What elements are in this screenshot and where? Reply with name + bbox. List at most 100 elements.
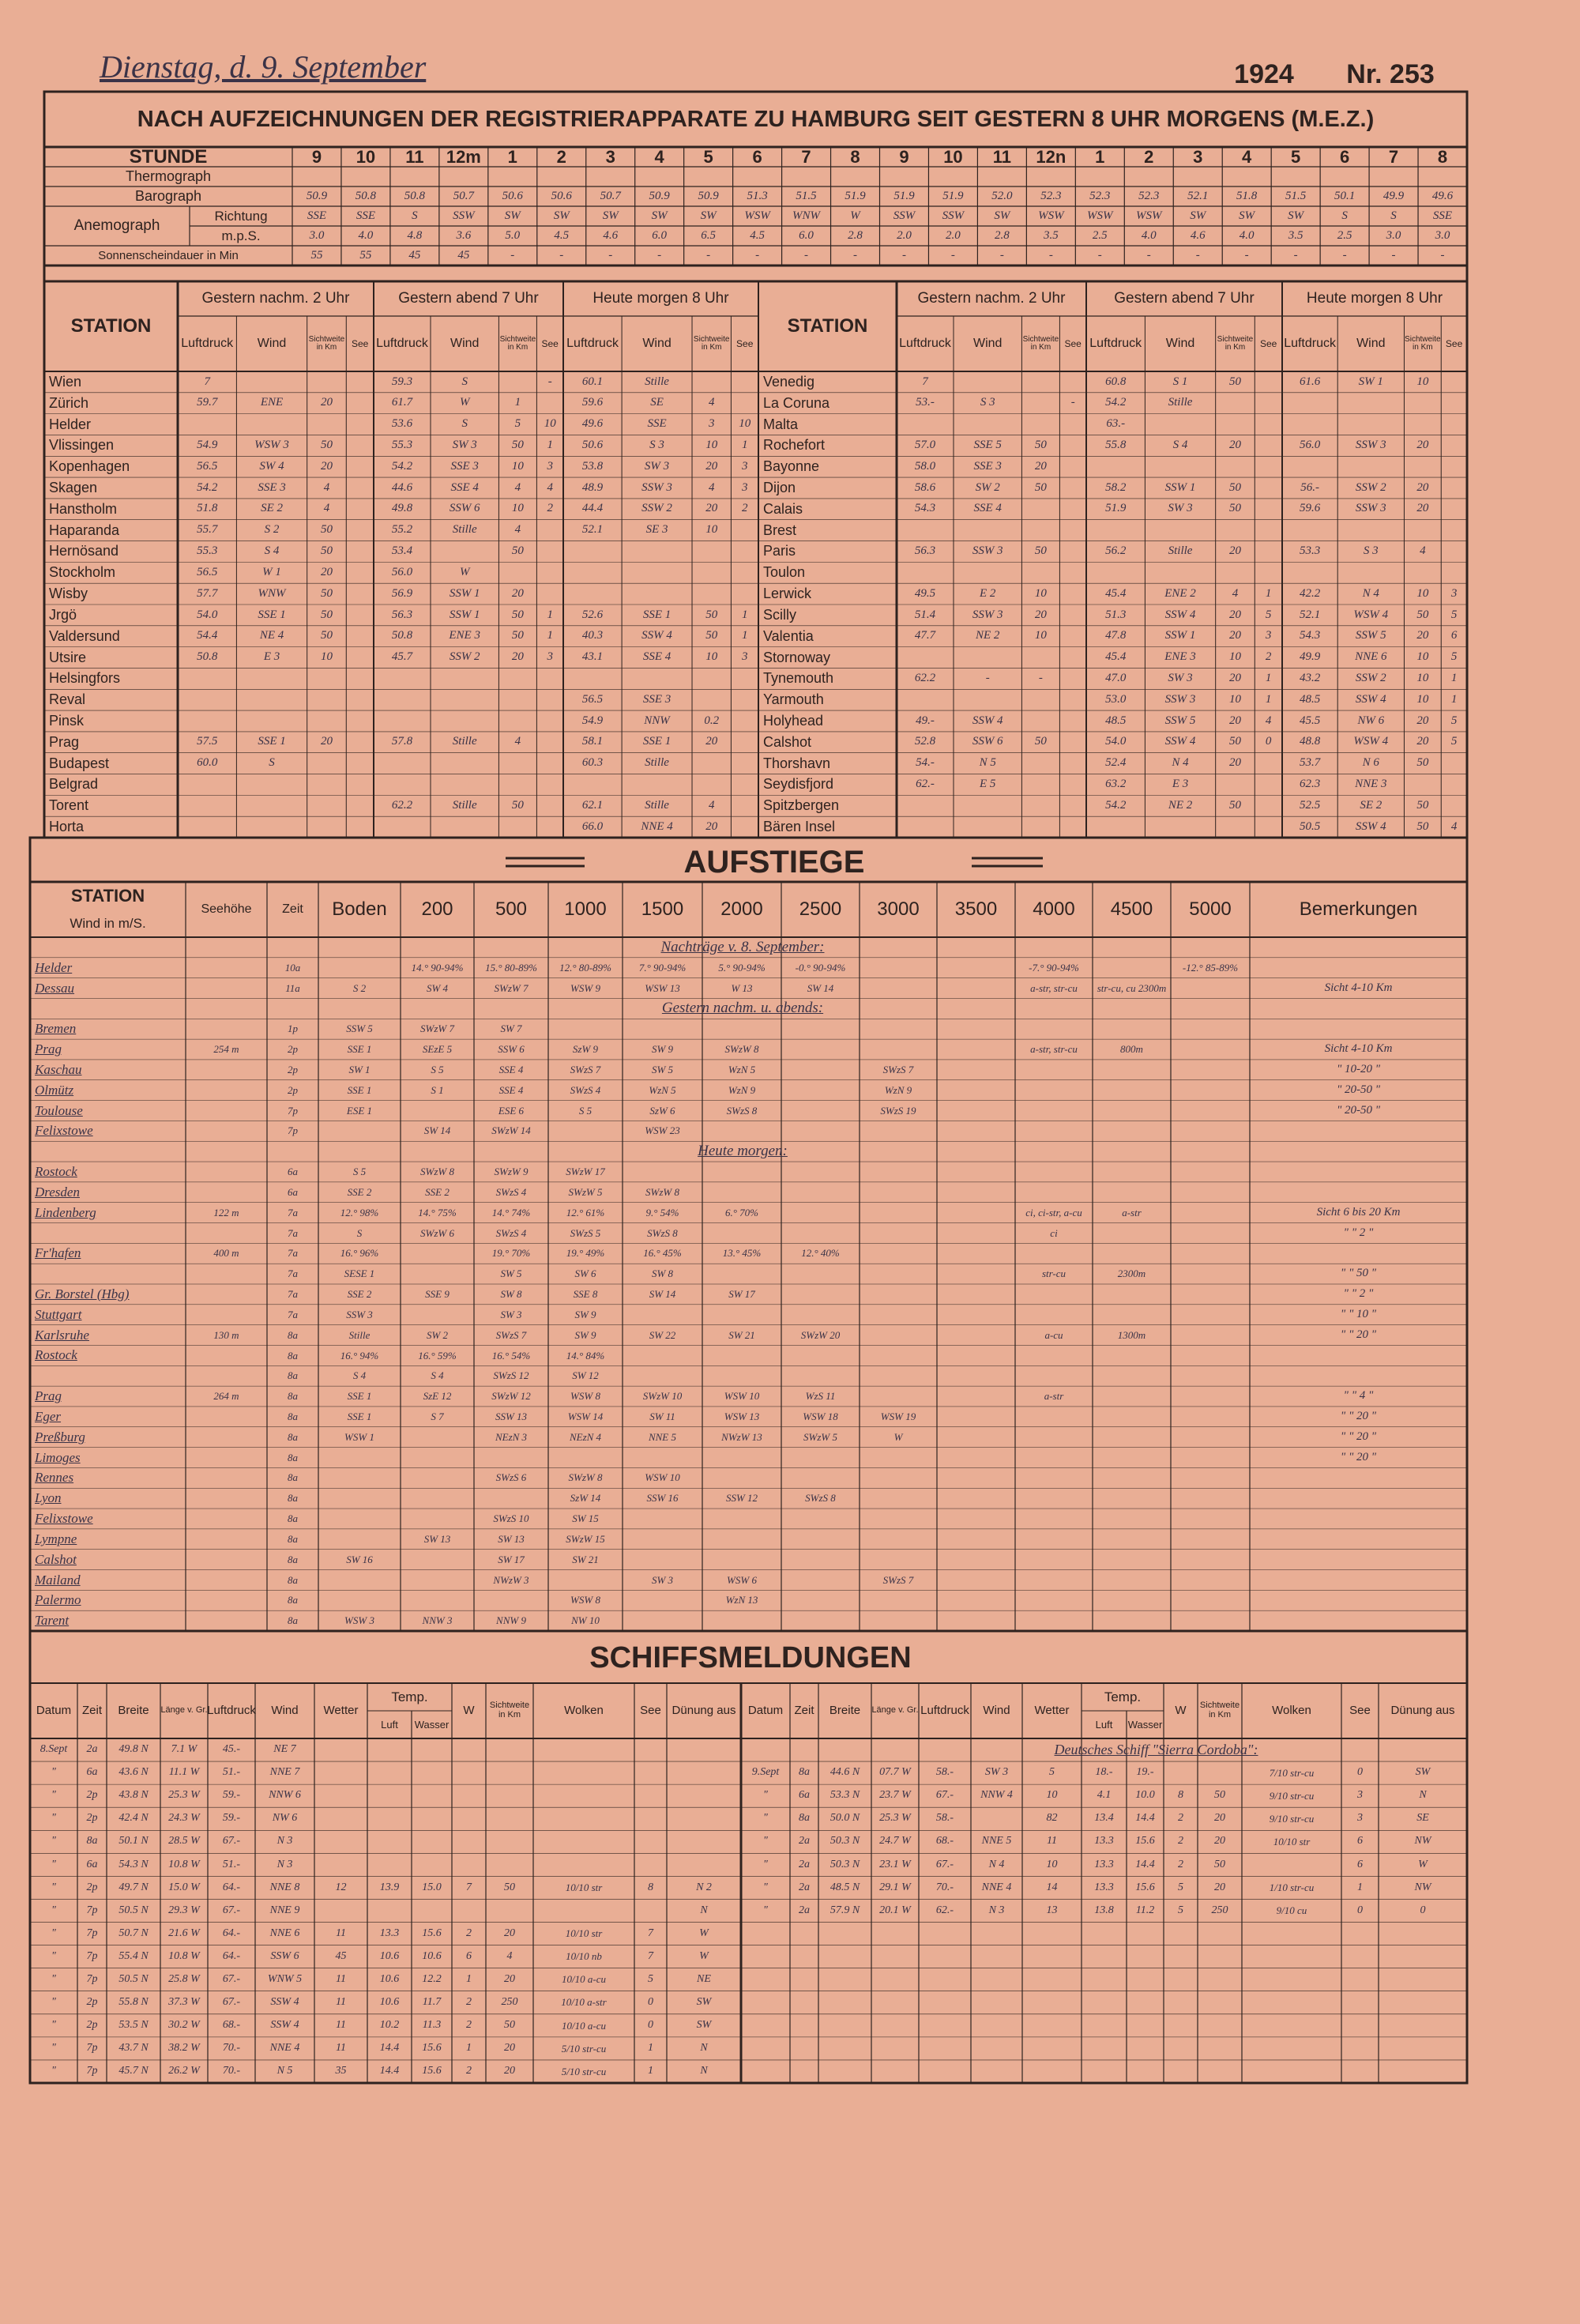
hour-label: 8 <box>850 146 860 167</box>
ascent-value: SWzW 17 <box>566 1166 605 1178</box>
station-value: 48.5 <box>1105 714 1127 727</box>
station-value: 56.5 <box>581 692 604 706</box>
station-value: SW 3 <box>452 438 477 451</box>
station-name: Dijon <box>763 480 796 496</box>
station-name: Zürich <box>49 394 89 411</box>
ship-value: 0 <box>648 2018 653 2031</box>
station-name: Bremen <box>35 1021 77 1037</box>
station-value: 20 <box>1034 459 1047 473</box>
station-value: Stille <box>1168 544 1193 558</box>
ship-value: " <box>51 1972 56 1985</box>
ascent-value: 15.° 80-89% <box>485 961 537 974</box>
ascent-value: SSE 2 <box>347 1185 372 1198</box>
station-value: 20 <box>1416 502 1429 515</box>
station-value: Stille <box>452 735 477 748</box>
station-value: SSE 1 <box>642 735 672 748</box>
station-header: STATION <box>787 315 868 337</box>
ship-value: 11.1 W <box>168 1766 200 1779</box>
ship-value: 2a <box>799 1835 810 1848</box>
column-header: Wetter <box>1034 1704 1070 1718</box>
station-name: Jrgö <box>49 606 77 623</box>
ascent-value: 14.° 75% <box>418 1206 457 1218</box>
station-value: 49.9 <box>1299 650 1321 664</box>
summary-value: 50.1 <box>1334 189 1356 202</box>
ship-value: " <box>763 1835 768 1848</box>
row-label: Sonnenscheindauer in Min <box>98 248 239 262</box>
ship-value: 50.1 N <box>118 1835 149 1848</box>
station-value: SSW 1 <box>1164 629 1196 642</box>
ascent-value: 7.° 90-94% <box>638 961 687 974</box>
ship-value: " <box>51 2065 56 2077</box>
station-value: 52.5 <box>1299 798 1321 812</box>
summary-value: 45 <box>408 248 421 262</box>
ship-value: 6 <box>466 1949 472 1962</box>
station-value: 56.0 <box>391 565 413 578</box>
station-value: 10 <box>705 438 718 451</box>
ship-value: " <box>51 2042 56 2055</box>
summary-value: - <box>510 248 515 262</box>
summary-value: 51.9 <box>942 189 964 202</box>
column-header: 5000 <box>1189 898 1232 921</box>
station-value: 62.2 <box>914 671 936 684</box>
column-header: Dünung aus <box>1390 1704 1455 1718</box>
station-value: 5 <box>1450 608 1458 621</box>
ascent-value: 400 m <box>213 1247 239 1260</box>
station-value: 50 <box>1416 798 1429 812</box>
column-header: See <box>1445 337 1463 349</box>
ascent-value: " 10-20 " <box>1336 1062 1381 1075</box>
ship-value: WNW 5 <box>267 1972 303 1985</box>
column-header: Sichtweite in Km <box>308 334 345 352</box>
ship-value: 10/10 str <box>565 1927 603 1940</box>
station-value: 4 <box>514 480 521 494</box>
ship-value: 20 <box>1214 1812 1225 1825</box>
ship-value: 50.3 N <box>830 1835 860 1848</box>
station-name: Helder <box>49 416 92 432</box>
station-value: 44.6 <box>391 480 413 494</box>
station-value: 50 <box>320 586 333 600</box>
station-value: 4 <box>1265 714 1272 727</box>
ship-value: 2 <box>466 2018 472 2031</box>
ascent-value: 5.° 90-94% <box>718 961 766 974</box>
station-value: SW 3 <box>644 459 670 473</box>
ship-value: 20.1 W <box>879 1904 911 1916</box>
ascent-value: 2p <box>288 1064 298 1076</box>
ascent-value: 6.° 70% <box>724 1206 759 1218</box>
column-header: See <box>640 1704 661 1718</box>
column-header: See <box>736 337 754 349</box>
station-value: NE 2 <box>975 629 1000 642</box>
ascent-value: SSE 4 <box>498 1083 524 1096</box>
station-name: Stockholm <box>49 564 116 581</box>
station-value: SSW 4 <box>641 629 672 642</box>
ascent-value: SW 14 <box>423 1124 451 1137</box>
ascent-value: 19.° 70% <box>491 1247 531 1260</box>
station-value: SSW 3 <box>972 608 1003 621</box>
ascent-value: SWzW 8 <box>724 1043 759 1056</box>
station-value: 20 <box>705 459 718 473</box>
station-value: 4 <box>1450 819 1458 833</box>
ship-value: " <box>51 1927 56 1939</box>
summary-value: 3.0 <box>1435 228 1450 242</box>
ascent-value: SW 9 <box>574 1308 596 1320</box>
station-value: W <box>459 396 470 409</box>
ship-value: 10.8 W <box>168 1949 200 1962</box>
summary-value: - <box>657 248 662 262</box>
ascent-value: S <box>356 1226 363 1239</box>
station-value: 50 <box>511 798 524 812</box>
ship-value: 58.- <box>935 1766 954 1779</box>
summary-value: - <box>1440 248 1445 262</box>
ascent-value: SSW 13 <box>495 1411 528 1423</box>
summary-value: 2.0 <box>897 228 912 242</box>
station-name: Seydisfjord <box>763 776 834 793</box>
station-name: Vlissingen <box>49 437 115 454</box>
summary-value: S <box>412 209 418 222</box>
column-header: Wind <box>450 336 480 350</box>
section-title: SCHIFFSMELDUNGEN <box>589 1641 912 1675</box>
ship-value: 10.0 <box>1135 1789 1155 1802</box>
station-name: Prag <box>49 733 80 750</box>
station-value: 50 <box>1034 480 1047 494</box>
ascent-value: 8a <box>288 1492 298 1505</box>
station-name: Valentia <box>763 627 814 644</box>
station-value: S 3 <box>1363 544 1379 558</box>
ascent-value: " " 10 " <box>1340 1307 1377 1320</box>
summary-value: - <box>1097 248 1102 262</box>
